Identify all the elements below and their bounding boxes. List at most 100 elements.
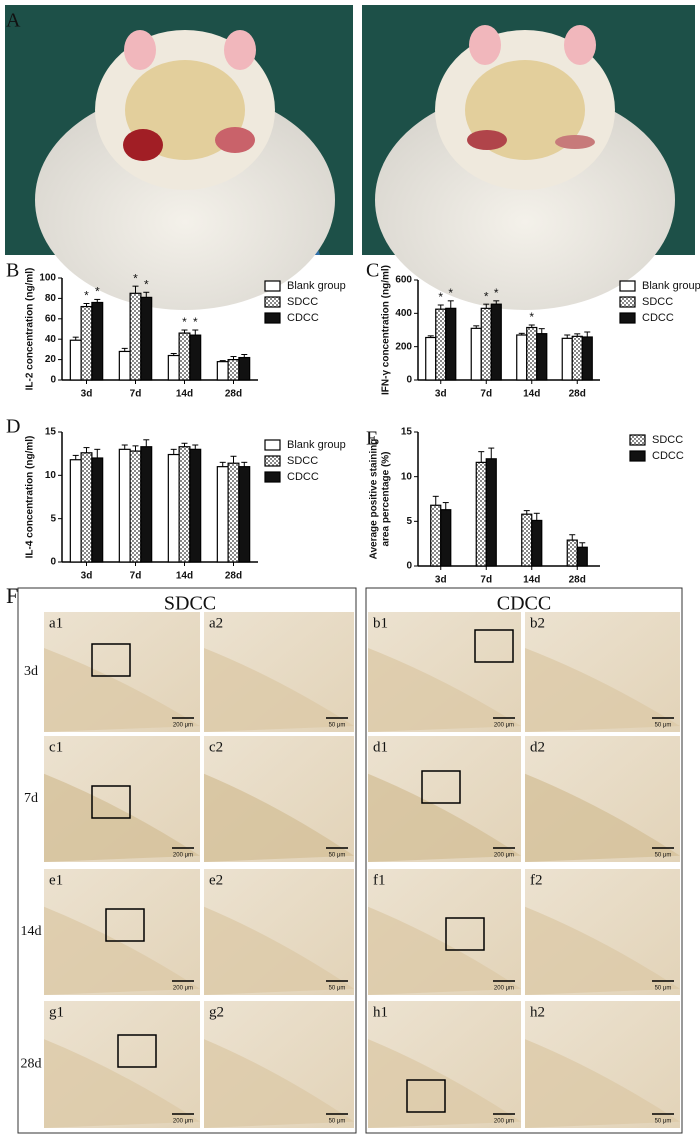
bar [129, 450, 142, 563]
histology-tile: d1 200 μm [368, 736, 521, 862]
panel-label: F [6, 583, 18, 608]
zoom-box [445, 917, 485, 951]
bar [435, 308, 447, 381]
x-tick-label: 14d [176, 571, 193, 582]
legend-swatch [629, 434, 646, 446]
bar [480, 307, 492, 381]
tissue [525, 773, 680, 862]
scale-bar-label: 200 μm [173, 723, 193, 729]
y-tick-label: 0 [50, 557, 56, 568]
tissue [204, 648, 354, 732]
group-frame [365, 587, 683, 1134]
significance: * [529, 310, 534, 324]
legend-label: Blank group [287, 280, 346, 292]
y-axis-label: Average positive staining [369, 439, 380, 560]
bar [561, 337, 573, 381]
bar [91, 457, 104, 563]
x-tick-label: 3d [435, 389, 447, 400]
y-tick-label: 15 [45, 427, 57, 438]
bar [178, 446, 191, 563]
scale-bar-label: 50 μm [329, 986, 346, 992]
histology-tile: h2 50 μm [525, 1001, 680, 1128]
tile-label: f1 [373, 872, 386, 888]
panel-label: D [6, 416, 20, 438]
y-axis-label: IL-4 concentration (ng/ml) [25, 436, 36, 559]
bar [189, 448, 202, 563]
x-tick-label: 3d [435, 575, 447, 586]
tile-label: b2 [530, 615, 545, 631]
zoom-box [421, 770, 461, 804]
bar [576, 546, 588, 567]
bar [129, 292, 142, 381]
tissue [204, 773, 354, 862]
group-title: SDCC [164, 593, 216, 615]
tissue [525, 1039, 680, 1128]
bar [167, 354, 180, 381]
x-tick-label: 7d [130, 571, 142, 582]
scale-bar-label: 50 μm [329, 853, 346, 859]
row-label: 14d [21, 924, 42, 939]
bar [475, 461, 487, 567]
x-tick-label: 3d [81, 389, 93, 400]
tile-label: c2 [209, 739, 223, 755]
tissue [525, 906, 680, 995]
tile-label: g1 [49, 1004, 64, 1020]
histology-tile: c2 50 μm [204, 736, 354, 862]
tile-label: d1 [373, 739, 388, 755]
bar [227, 359, 240, 381]
significance: * [438, 290, 443, 304]
histology-tile: f1 200 μm [368, 869, 521, 995]
x-tick-label: 14d [523, 389, 540, 400]
tile-label: e1 [49, 872, 63, 888]
significance: * [84, 289, 89, 303]
tissue [368, 648, 521, 732]
legend-swatch [619, 296, 636, 308]
tissue [525, 648, 680, 732]
scale-bar-label: 200 μm [494, 723, 514, 729]
x-tick-label: 28d [569, 389, 586, 400]
y-axis-label: area percentage (%) [381, 451, 392, 546]
legend-label: SDCC [287, 296, 318, 308]
zoom-box [91, 785, 131, 819]
histology-tile: e1 200 μm [44, 869, 200, 995]
tile-label: c1 [49, 739, 63, 755]
bar [178, 332, 191, 381]
y-tick-label: 100 [39, 273, 56, 284]
bar [440, 509, 452, 567]
legend-label: CDCC [287, 471, 319, 483]
significance: * [144, 277, 149, 291]
zoom-box [91, 643, 131, 677]
scale-bar-label: 200 μm [173, 853, 193, 859]
y-tick-label: 0 [406, 375, 412, 386]
legend-label: SDCC [652, 434, 683, 446]
y-tick-label: 5 [50, 513, 56, 524]
bar [571, 335, 583, 381]
y-tick-label: 600 [395, 275, 412, 286]
histology-tile: e2 50 μm [204, 869, 354, 995]
x-tick-label: 7d [130, 389, 142, 400]
group-frame [17, 587, 357, 1134]
tissue [368, 773, 521, 862]
histology-tile: g1 200 μm [44, 1001, 200, 1128]
bar [140, 296, 153, 381]
scale-bar-label: 200 μm [494, 853, 514, 859]
bar [167, 453, 180, 563]
significance: * [448, 286, 453, 300]
scale-bar-label: 50 μm [329, 1119, 346, 1125]
y-tick-label: 5 [406, 516, 412, 527]
scale-bar-label: 50 μm [655, 723, 672, 729]
histology-tile: d2 50 μm [525, 736, 680, 862]
histology-tile: a2 50 μm [204, 612, 354, 732]
bar [531, 519, 543, 567]
row-label: 3d [24, 664, 38, 679]
bar [536, 333, 548, 381]
tile-label: b1 [373, 615, 388, 631]
y-tick-label: 40 [45, 334, 57, 345]
legend-swatch [264, 455, 281, 467]
y-tick-label: 0 [406, 561, 412, 572]
histology-tile: b2 50 μm [525, 612, 680, 732]
histology-tile: c1 200 μm [44, 736, 200, 862]
scale-bar-label: 50 μm [655, 986, 672, 992]
tile-label: a1 [49, 615, 63, 631]
bar [566, 539, 578, 567]
